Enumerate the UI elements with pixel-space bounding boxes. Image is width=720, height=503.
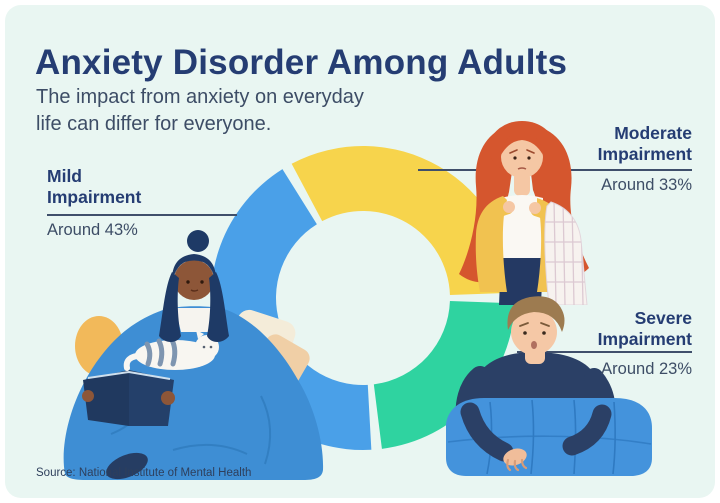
hand: [529, 202, 541, 214]
donut-segment-moderate: [291, 146, 515, 295]
severe-leader-line: [517, 351, 692, 353]
mouth: [517, 167, 527, 170]
value-moderate-impairment: Around 33%: [601, 176, 692, 194]
hair: [207, 272, 229, 342]
eye: [523, 331, 527, 335]
eye: [542, 331, 546, 335]
neck: [514, 172, 530, 196]
eye: [527, 156, 531, 160]
donut-segment-severe: [373, 301, 515, 449]
mouth: [190, 289, 199, 292]
eye: [513, 156, 517, 160]
cat-tail: [123, 353, 140, 371]
hair-bun: [187, 230, 209, 252]
illustration-moderate-person: [459, 121, 589, 305]
plaid-pattern: [544, 202, 587, 305]
cat-eye: [209, 345, 213, 349]
cat-ear: [196, 330, 204, 339]
hand: [161, 391, 175, 405]
hand: [82, 390, 94, 402]
hand: [503, 201, 515, 213]
eyebrow: [519, 322, 529, 327]
cat-eye: [202, 345, 206, 349]
subtitle-line-1: The impact from anxiety on everyday: [36, 86, 364, 108]
subtitle: The impact from anxiety on everyday life …: [36, 84, 364, 138]
cat-stripe: [156, 338, 165, 367]
eye: [186, 280, 190, 284]
blanket-fold: [172, 443, 248, 455]
face: [174, 260, 214, 300]
forearm: [460, 402, 514, 462]
page-title: Anxiety Disorder Among Adults: [35, 43, 568, 83]
source-note: Source: National Institute of Mental Hea…: [36, 467, 252, 479]
label-mild-impairment: Mild Impairment: [47, 166, 142, 207]
value-severe-impairment: Around 23%: [601, 360, 692, 378]
cat-stripe: [169, 337, 178, 367]
eye: [200, 280, 204, 284]
illustration-mild-person: [63, 230, 324, 480]
blue-blanket: [63, 306, 324, 480]
value-mild-impairment: Around 43%: [47, 221, 138, 239]
hair-fringe: [501, 132, 543, 155]
book-pages: [87, 370, 171, 380]
mild-leader-line: [47, 214, 237, 216]
hair: [507, 296, 565, 332]
fingers: [506, 458, 528, 472]
eyebrow: [509, 149, 518, 154]
label-severe-impairment: Severe Impairment: [597, 308, 692, 349]
book: [129, 370, 174, 426]
navy-skirt: [499, 258, 543, 305]
eyebrow: [540, 322, 550, 327]
subtitle-line-2: life can differ for everyone.: [36, 113, 272, 135]
eyebrow: [526, 149, 535, 154]
hair: [159, 272, 181, 342]
forearm: [562, 404, 612, 456]
foot: [106, 452, 148, 480]
plaid-blanket: [544, 201, 588, 305]
hand: [503, 448, 527, 466]
hair: [171, 254, 217, 282]
blanket-fold: [260, 395, 272, 465]
white-shirt: [175, 308, 213, 332]
mouth: [531, 341, 537, 349]
book: [83, 370, 129, 426]
label-moderate-impairment: Moderate Impairment: [597, 123, 692, 164]
illustration-severe-person: [446, 296, 652, 476]
face: [501, 136, 543, 178]
face: [511, 309, 557, 355]
cat-stripe: [144, 341, 153, 367]
